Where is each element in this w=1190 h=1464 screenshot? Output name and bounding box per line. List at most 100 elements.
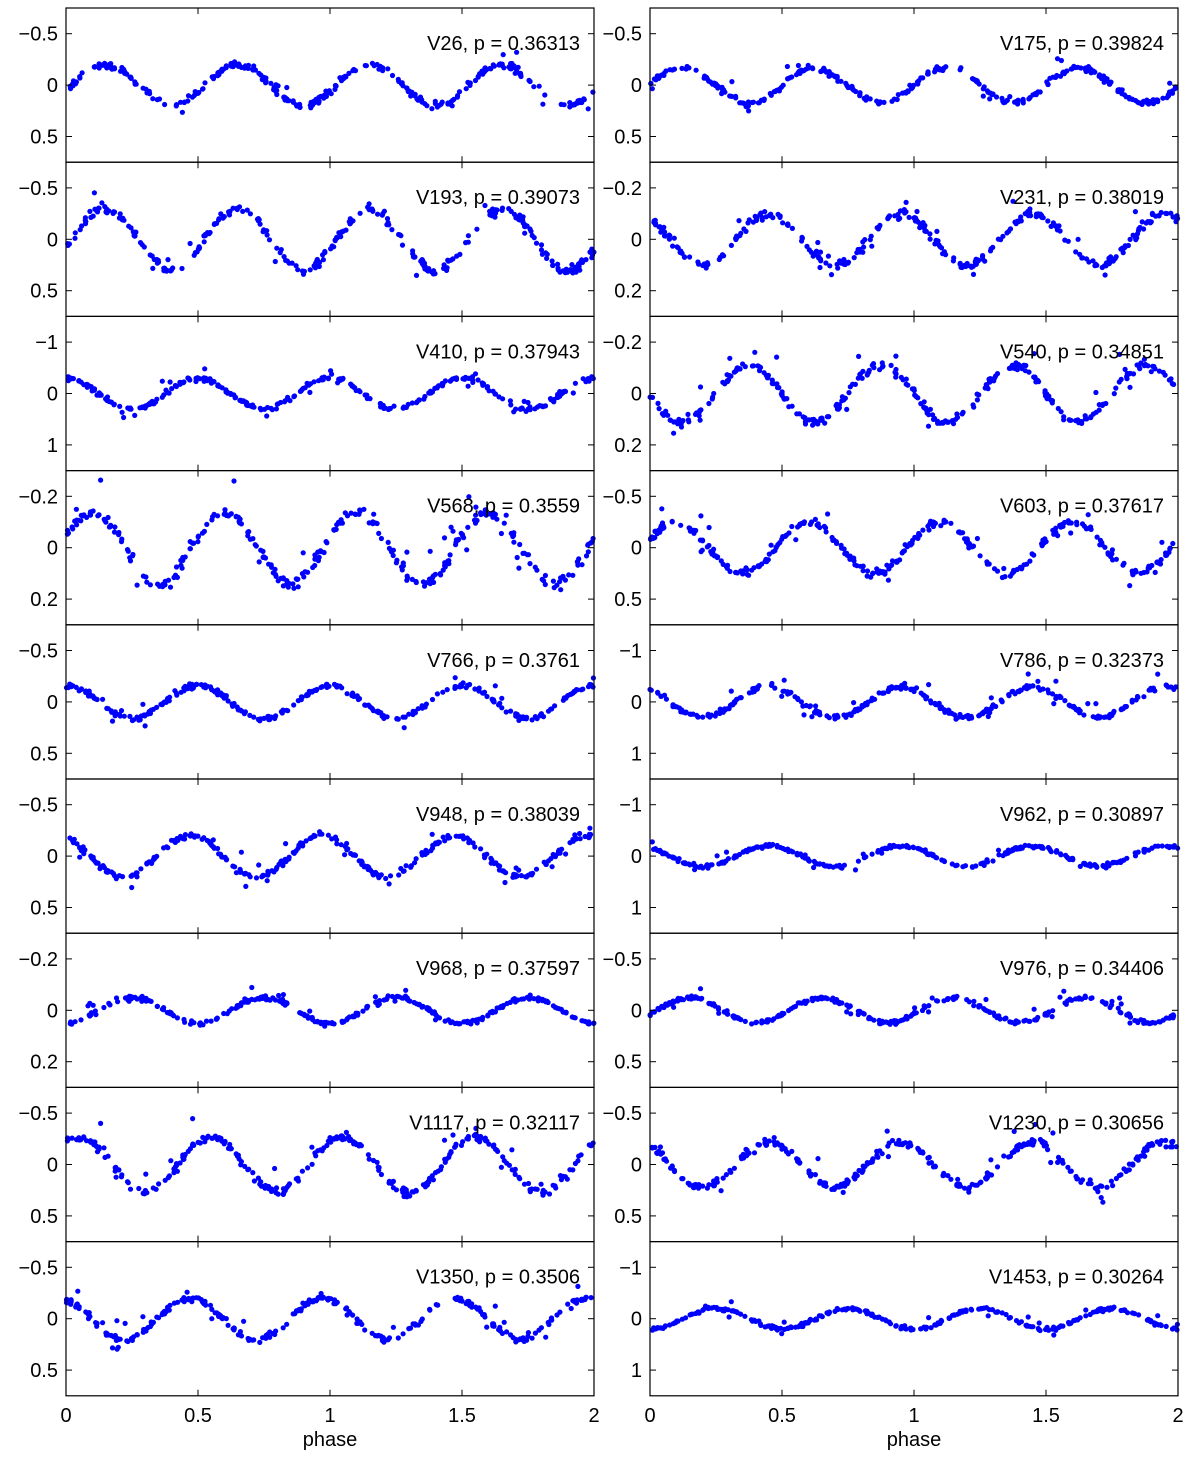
data-point: [1150, 1019, 1156, 1026]
panel-label: V948, p = 0.38039: [416, 804, 580, 826]
data-point: [1119, 91, 1125, 97]
data-point: [519, 405, 525, 411]
data-point: [1048, 397, 1054, 403]
data-point: [954, 414, 961, 420]
data-point: [173, 1161, 180, 1167]
data-point: [1047, 75, 1053, 81]
data-point: [809, 714, 815, 720]
data-point: [426, 1007, 432, 1014]
data-point: [516, 565, 522, 571]
data-point: [988, 1157, 994, 1163]
data-point: [104, 210, 110, 216]
data-point: [1084, 416, 1090, 422]
data-point: [1142, 361, 1148, 368]
data-point: [920, 692, 927, 698]
data-point: [167, 584, 174, 590]
data-point: [380, 68, 386, 74]
data-point: [698, 549, 704, 555]
data-point: [394, 993, 400, 1000]
data-point: [498, 530, 504, 537]
data-point: [401, 725, 407, 731]
data-point: [1141, 226, 1147, 232]
panel-label: V540, p = 0.34851: [1000, 341, 1164, 363]
data-point: [308, 835, 314, 841]
data-point: [458, 530, 464, 536]
data-point: [371, 63, 377, 69]
data-point: [725, 856, 732, 862]
data-point: [847, 1003, 853, 1009]
data-point: [480, 381, 487, 387]
data-point: [394, 716, 400, 722]
data-point: [464, 1019, 470, 1026]
data-point: [1054, 848, 1060, 854]
data-point: [155, 259, 162, 265]
data-point: [1070, 857, 1076, 863]
data-point: [273, 406, 279, 412]
data-point: [408, 864, 414, 870]
data-point: [792, 1003, 799, 1010]
data-point: [1024, 561, 1030, 567]
data-point: [676, 856, 682, 862]
data-point: [879, 360, 885, 366]
data-point: [809, 519, 815, 525]
data-point: [134, 582, 140, 588]
data-point: [364, 1005, 370, 1011]
y-tick-label: −0.2: [603, 332, 642, 354]
data-point: [289, 260, 295, 266]
data-point: [551, 585, 557, 591]
data-point: [727, 355, 733, 361]
data-point: [68, 684, 74, 690]
data-point: [290, 99, 296, 105]
data-point: [309, 1144, 315, 1150]
data-point: [895, 216, 902, 222]
data-point: [734, 235, 740, 241]
data-point: [587, 825, 593, 831]
data-point: [290, 581, 296, 587]
data-point: [841, 712, 847, 718]
data-point: [465, 1135, 471, 1141]
data-point: [768, 542, 774, 548]
data-point: [764, 373, 771, 379]
data-point: [755, 844, 761, 850]
data-point: [127, 1186, 134, 1192]
data-point: [1093, 389, 1099, 396]
data-point: [493, 207, 499, 213]
data-point: [465, 383, 471, 389]
data-point: [550, 262, 556, 268]
data-point: [320, 257, 326, 263]
data-point: [879, 364, 886, 370]
data-point: [1022, 368, 1028, 374]
data-point: [810, 66, 816, 72]
data-point: [87, 511, 93, 517]
panel-frame: [649, 470, 1179, 626]
data-point: [987, 96, 993, 102]
data-point: [1118, 376, 1124, 382]
data-point: [337, 75, 343, 81]
data-point: [139, 404, 145, 410]
data-point: [752, 213, 758, 219]
data-point: [899, 550, 905, 556]
data-point: [441, 1137, 448, 1143]
y-tick-label: 0.5: [614, 589, 642, 611]
y-tick-label: 0: [47, 1155, 58, 1177]
data-point: [1129, 96, 1135, 102]
data-point: [180, 1152, 186, 1158]
data-point: [895, 92, 901, 98]
data-point: [192, 250, 198, 256]
data-point: [125, 405, 131, 411]
data-point: [196, 89, 202, 96]
y-tick-label: 0: [631, 384, 642, 406]
data-point: [826, 414, 832, 420]
data-point: [531, 84, 537, 90]
data-point: [969, 76, 976, 82]
data-point: [1074, 519, 1080, 525]
data-point: [82, 221, 89, 227]
data-point: [240, 208, 246, 214]
data-point: [1061, 414, 1067, 420]
data-point: [1127, 236, 1133, 242]
data-point: [506, 1162, 512, 1168]
data-point: [77, 74, 83, 80]
data-point: [700, 865, 706, 871]
data-point: [709, 396, 715, 402]
data-point: [445, 558, 451, 564]
